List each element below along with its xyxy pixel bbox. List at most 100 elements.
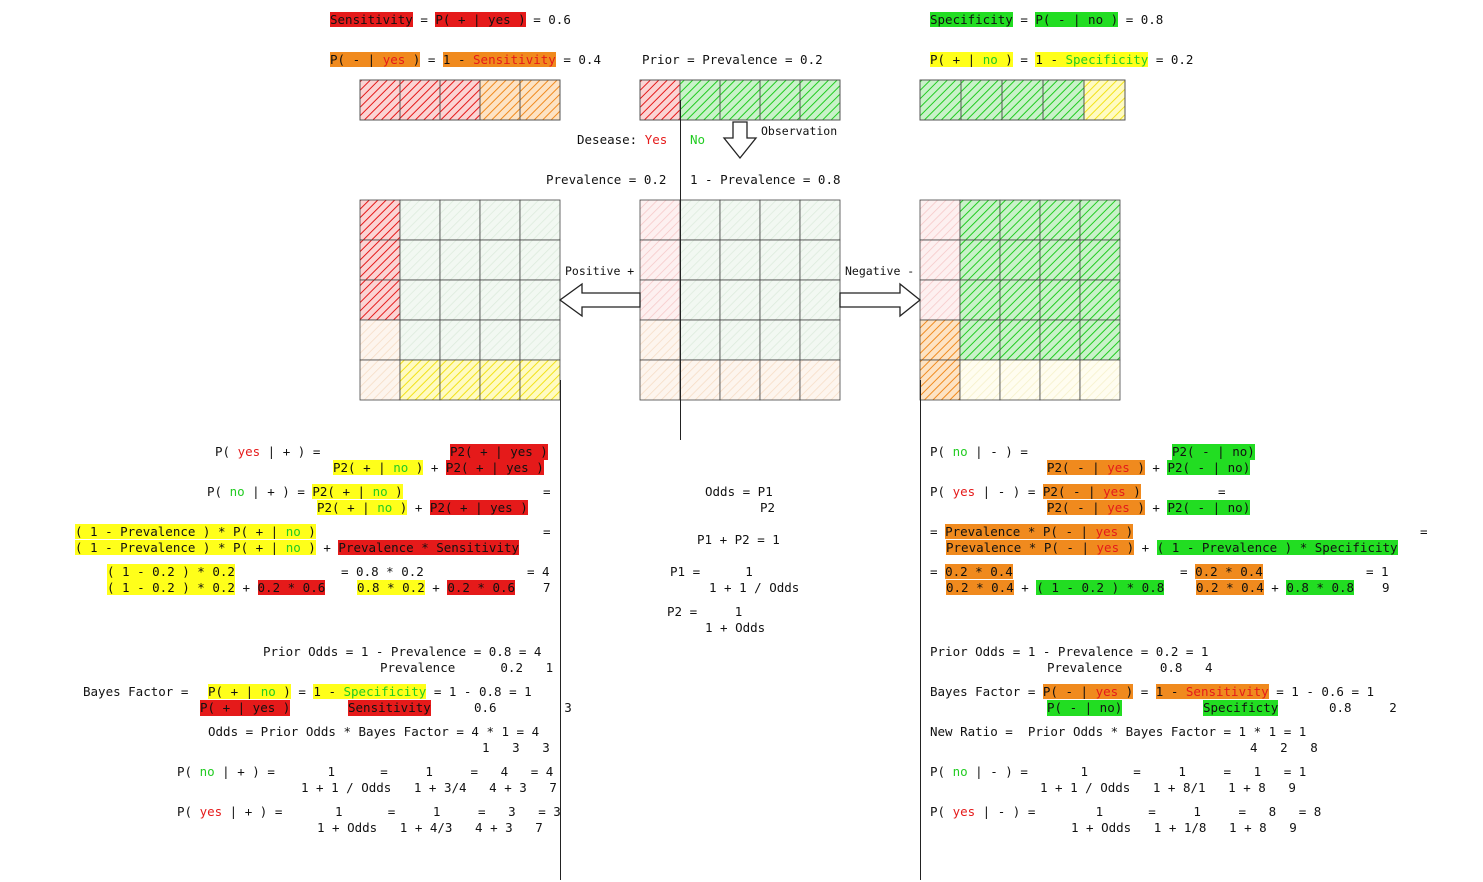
false-positive-definition: P( + | no ) = 1 - Specificity = 0.2 xyxy=(930,52,1193,68)
no-label: no xyxy=(229,484,245,499)
plus: + xyxy=(234,580,258,595)
right-eq4-num: = 0.2 * 0.4 xyxy=(930,564,1013,580)
left-eq4-num: ( 1 - 0.2 ) * 0.2 xyxy=(107,564,235,580)
p2-line2: 1 + Odds xyxy=(705,620,766,635)
t: ) xyxy=(1118,524,1134,539)
yes-label: yes xyxy=(1095,524,1119,539)
no-label: no xyxy=(285,524,301,539)
t: Bayes Factor = xyxy=(83,684,196,699)
t: ) xyxy=(300,524,316,539)
eq-sign: = xyxy=(543,524,551,539)
disease-yes: Yes xyxy=(644,132,668,147)
left-eq4-mid: = 0.8 * 0.2 xyxy=(341,564,424,580)
left-eq3-den: ( 1 - Prevalence ) * P( + | no ) + Preva… xyxy=(75,540,520,556)
sensitivity-bar xyxy=(359,79,561,121)
yes-label: yes xyxy=(237,444,261,459)
right-eq3-den: Prevalence * P( - | yes ) + ( 1 - Preval… xyxy=(946,540,1398,556)
sensitivity-definition: Sensitivity = P( + | yes ) = 0.6 xyxy=(330,12,571,28)
right-eq4-result: = 1 xyxy=(1366,564,1389,579)
yes-label: yes xyxy=(952,484,976,499)
t: Prevalence * P( - | xyxy=(945,524,1096,539)
t: ) xyxy=(1129,460,1145,475)
positive-grid xyxy=(359,199,561,401)
right-prior-odds: Prior Odds = 1 - Prevalence = 0.2 = 1 xyxy=(930,644,1209,659)
t: P( xyxy=(215,444,238,459)
left-eq4-den-result: 7 xyxy=(543,580,551,595)
no-label: no xyxy=(377,500,393,515)
left-bf-den3: 0.6 3 xyxy=(474,700,572,715)
t: ) xyxy=(275,684,291,699)
t: ) xyxy=(408,460,424,475)
specificity-bar xyxy=(919,79,1126,121)
p-neg-no: P( - | no ) xyxy=(1035,12,1119,27)
specificity-word: Specificity xyxy=(1065,52,1149,67)
prevalence-left-label: Prevalence = 0.2 xyxy=(546,172,667,187)
left-eq2-lhs: P( no | + ) = P2( + | no ) xyxy=(207,484,403,500)
t: ( 1 - Prevalence ) * Specificity xyxy=(1156,540,1398,555)
plus: + xyxy=(1013,580,1037,595)
t: P2( - | xyxy=(1047,460,1108,475)
no-label: no xyxy=(199,764,215,779)
observation-label: Observation xyxy=(761,124,838,138)
yes-label: yes xyxy=(952,804,976,819)
yes-label: yes xyxy=(1103,484,1126,499)
t: | + ) = 1 = 1 = 3 = 3 xyxy=(222,804,561,819)
right-eq2-lhs: P( yes | - ) = P2( - | yes ) xyxy=(930,484,1141,500)
no-label: no xyxy=(372,484,388,499)
t: 0.8 * 0.8 xyxy=(1286,580,1355,595)
specificity-term: Specificity xyxy=(930,12,1013,27)
t: P2( + | xyxy=(317,500,378,515)
sensitivity-word: Sensitivity xyxy=(473,52,556,67)
right-p-yes: P( yes | - ) = 1 = 1 = 8 = 8 xyxy=(930,804,1321,820)
right-p-yes-den: 1 + Odds 1 + 1/8 1 + 8 9 xyxy=(1071,820,1297,835)
t: 0.2 * 0.4 xyxy=(1196,580,1264,595)
right-bf-den: P( - | no) xyxy=(1047,700,1123,716)
t: 0.2 * 0.6 xyxy=(257,580,326,595)
plus: + xyxy=(1134,540,1157,555)
t: ) xyxy=(392,500,408,515)
t: 0.2 * 0.4 xyxy=(945,564,1013,579)
t: ) xyxy=(1119,540,1135,555)
eq-sign: = xyxy=(1218,484,1226,499)
t: ( 1 - 0.2 ) * 0.2 xyxy=(107,580,235,595)
t: = xyxy=(930,564,946,579)
t: 0.2 * 0.6 xyxy=(447,580,516,595)
eq: = xyxy=(420,52,443,67)
prevalence-right-label: 1 - Prevalence = 0.8 xyxy=(690,172,841,187)
t: | - ) = 1 = 1 = 1 = 1 xyxy=(967,764,1307,779)
t: = 1 - 0.8 = 1 xyxy=(426,684,532,699)
t: P2( - | xyxy=(1047,500,1108,515)
t: | + ) = 1 = 1 = 4 = 4 xyxy=(214,764,554,779)
right-eq4-mid: = 0.2 * 0.4 xyxy=(1180,564,1263,580)
sensitivity-term: Sensitivity xyxy=(330,12,413,27)
positive-arrow xyxy=(558,282,641,318)
p-pos-yes: P( + | yes ) xyxy=(435,12,526,27)
one-minus: 1 - xyxy=(442,52,474,67)
negative-grid xyxy=(919,199,1121,401)
left-eq3-num: ( 1 - Prevalence ) * P( + | no ) xyxy=(75,524,316,540)
miss-rate-definition: P( - | yes ) = 1 - Sensitivity = 0.4 xyxy=(330,52,601,68)
eq: = xyxy=(290,684,314,699)
prev-times-sens: Prevalence * Sensitivity xyxy=(338,540,520,555)
no-label: no xyxy=(982,52,998,67)
t: ) xyxy=(1129,500,1145,515)
spec-value: = 0.8 xyxy=(1118,12,1164,27)
eq-sign: = xyxy=(1420,524,1428,539)
t: ) xyxy=(300,540,316,555)
prior-bar xyxy=(639,79,841,121)
p-neg-yes-c: ) xyxy=(405,52,421,67)
left-p-no-den: 1 + 1 / Odds 1 + 3/4 4 + 3 7 xyxy=(301,780,557,795)
left-p-yes-den: 1 + Odds 1 + 4/3 4 + 3 7 xyxy=(317,820,543,835)
t: Bayes Factor = xyxy=(930,684,1043,699)
t: P2( - | no) xyxy=(1167,500,1251,515)
t: 1 - xyxy=(313,684,344,699)
yes-label: yes xyxy=(1107,500,1130,515)
t: ( 1 - Prevalence ) * P( + | xyxy=(75,540,286,555)
t: | + ) = xyxy=(244,484,313,499)
t: | - ) = xyxy=(967,444,1028,459)
t: P( xyxy=(930,444,953,459)
no-label: no xyxy=(952,764,968,779)
one-minus: 1 - xyxy=(1035,52,1066,67)
right-p-no-den: 1 + 1 / Odds 1 + 8/1 1 + 8 9 xyxy=(1040,780,1296,795)
odds-def-line1: Odds = P1 xyxy=(705,484,773,499)
